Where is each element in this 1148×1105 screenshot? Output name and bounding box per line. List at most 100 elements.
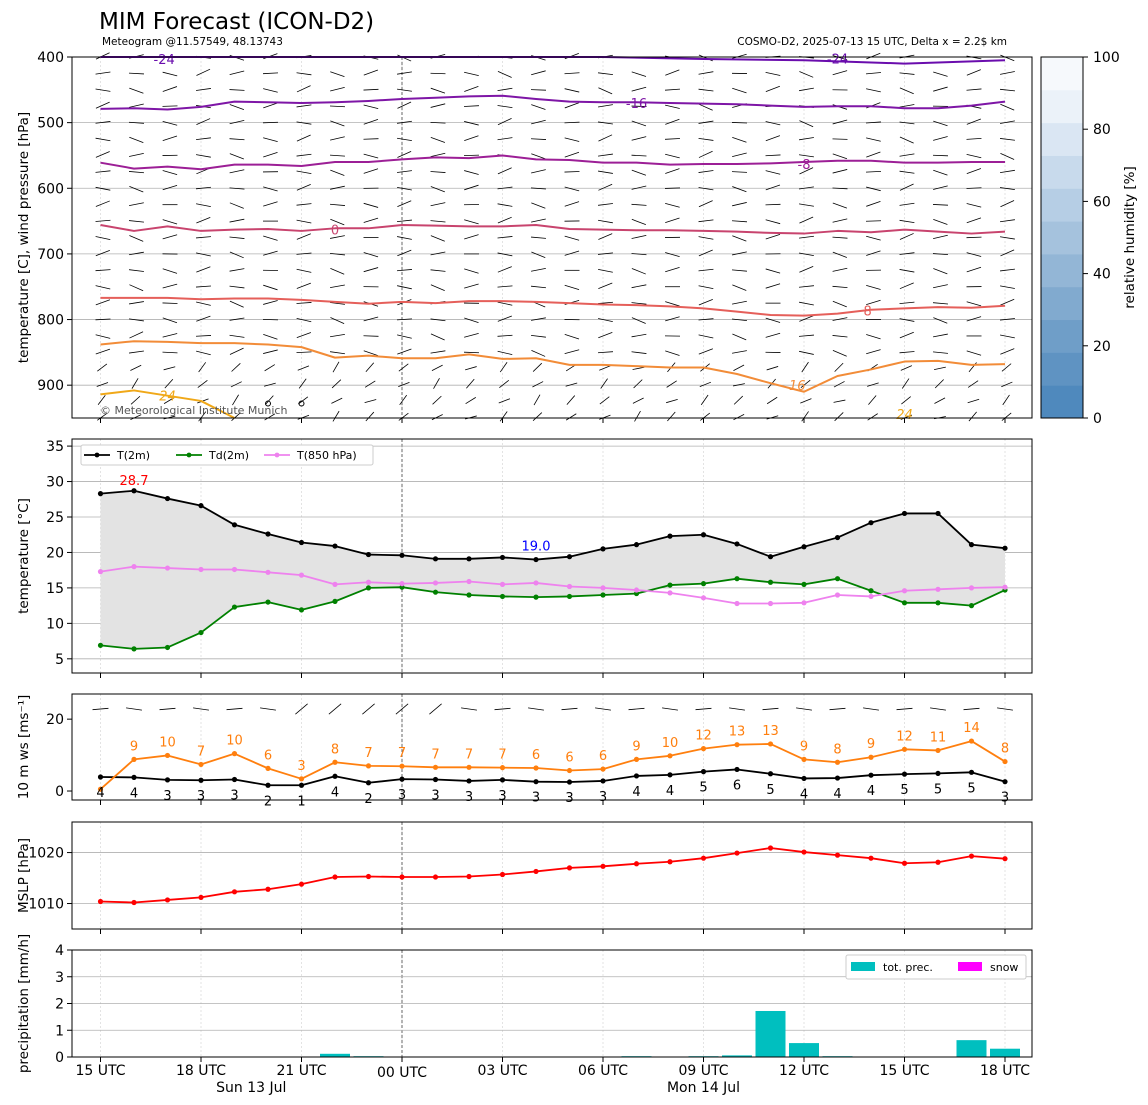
wind-barb [896,707,913,711]
x-day-label: Sun 13 Jul [216,1080,286,1096]
colorbar-tick-label: 20 [1093,339,1111,355]
wind-mean-label: 6 [733,778,741,793]
wind-barb [397,101,412,109]
wind-barb [866,349,881,355]
wind-barb [128,171,144,174]
wind-barb [832,202,848,209]
y-tick-label: 1010 [28,897,64,913]
data-point [767,845,774,851]
wind-mean-label: 3 [163,789,171,804]
wind-barb [95,249,110,257]
data-point [365,585,372,591]
wind-barb [899,233,914,240]
wind-barb [497,266,512,273]
data-point [767,579,774,585]
wind-barb [899,136,914,144]
wind-barb [263,186,278,192]
wind-barb [934,379,944,389]
chart-subtitle-left: Meteogram @11.57549, 48.13743 [102,36,283,48]
data-point [734,850,740,856]
wind-barb [832,187,848,190]
wind-barb [865,121,882,124]
wind-barb [430,284,445,292]
wind-mean-label: 5 [967,781,975,796]
wind-barb [798,334,814,337]
wind-barb [363,168,379,174]
wind-barb [930,707,946,711]
colorbar-band [1041,221,1083,255]
data-point [298,539,305,546]
wind-barb [229,187,245,190]
wind-barb [330,267,345,275]
wind-barb [866,137,881,142]
x-tick-label: 06 UTC [578,1063,628,1079]
wind-barb [296,183,311,191]
wind-barb [162,120,178,126]
wind-barb [933,333,948,338]
isotherm-line [100,224,1006,235]
data-point [667,753,673,759]
wind-barb [698,236,714,240]
wind-gust-label: 12 [896,729,913,744]
data-point [901,860,908,866]
wind-barb [700,412,711,421]
data-point [432,764,439,770]
data-point [566,779,573,785]
data-point [700,855,707,861]
wind-barb [765,154,781,157]
data-point [265,886,271,892]
data-point [265,569,271,575]
data-point [533,556,539,563]
wind-barb [330,284,345,288]
data-point [566,554,573,560]
wind-barb [564,171,580,173]
wind-barb [801,361,809,373]
wind-barb [231,412,241,421]
wind-barb [561,707,578,711]
wind-mean-label: 4 [632,785,640,800]
wind-barb [832,267,848,272]
wind-barb [466,378,475,389]
data-point [265,765,271,771]
calm-wind-marker [265,400,271,407]
chart-title: MIM Forecast (ICON-D2) [99,9,374,35]
wind-barb [396,269,412,272]
wind-barb [296,351,312,354]
wind-barb [296,203,312,206]
wind-gust-label: 13 [729,725,746,740]
wind-barb [95,121,111,124]
data-point [901,510,908,517]
wind-barb [598,233,613,240]
wind-barb [430,87,446,94]
wind-barb [530,236,546,239]
wind-barb [365,362,375,373]
wind-barb [664,88,681,91]
data-point [1002,758,1008,765]
wind-gust-label: 7 [398,746,406,761]
wind-barb [665,217,680,224]
wind-barb [430,103,446,108]
data-point [1002,545,1008,551]
wind-barb [667,411,676,422]
wind-barb [128,121,145,124]
wind-barb [732,333,747,341]
wind-barb [564,72,580,75]
temperature-legend: T(2m) Td(2m) T(850 hPa) [80,444,374,466]
wind-barb [229,202,244,209]
wind-barb [698,219,714,223]
wind-barb [164,378,174,389]
wind-barb [866,334,881,340]
upper-air-frame [71,56,1033,419]
data-point [868,520,874,526]
wind-barb [95,219,111,222]
wind-barb [631,333,647,338]
data-point [265,599,271,605]
wind-barb [229,268,245,272]
wind-barb [430,171,446,173]
wind-barb [899,252,915,255]
wind-barb [95,236,111,240]
data-point [667,590,673,596]
wind-barb [129,87,144,94]
wind-barb [430,235,445,242]
data-point [868,754,874,760]
